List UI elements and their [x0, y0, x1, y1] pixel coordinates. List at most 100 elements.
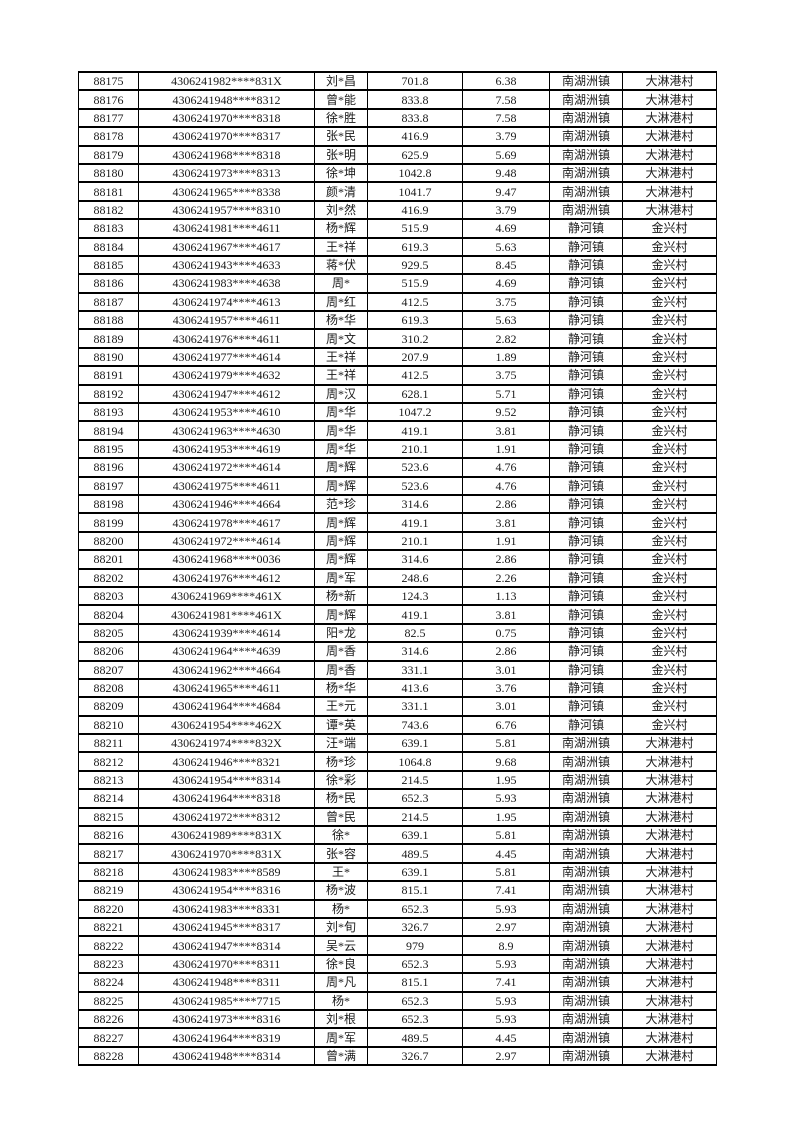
cell-town: 静河镇 [549, 512, 623, 533]
cell-amount: 412.5 [367, 365, 463, 386]
cell-area: 5.63 [462, 236, 550, 257]
cell-town: 静河镇 [549, 493, 623, 515]
cell-amount: 207.9 [367, 346, 463, 368]
cell-serial-no: 88204 [78, 604, 139, 625]
cell-serial-no: 88212 [78, 751, 139, 772]
cell-amount: 314.6 [367, 493, 463, 515]
table-row: 88207 4306241962****4664 周*香 331.1 3.01 静河镇 金兴… [78, 659, 717, 680]
cell-name-masked: 谭*英 [314, 714, 368, 736]
table-row: 88216 4306241989****831X 徐* 639.1 5.81 南湖洲镇 大淋… [78, 824, 717, 846]
cell-amount: 82.5 [367, 622, 463, 644]
cell-area: 2.86 [462, 641, 550, 662]
cell-village: 金兴村 [622, 457, 717, 478]
cell-id-number-masked: 4306241972****4614 [138, 530, 315, 552]
cell-area: 3.79 [462, 199, 550, 221]
cell-amount: 331.1 [367, 696, 463, 717]
cell-amount: 979 [367, 935, 463, 956]
cell-serial-no: 88179 [78, 144, 139, 165]
cell-name-masked: 曾*能 [314, 89, 368, 110]
cell-name-masked: 徐*胜 [314, 107, 368, 129]
cell-town: 静河镇 [549, 714, 623, 736]
cell-area: 3.79 [462, 126, 550, 147]
cell-serial-no: 88220 [78, 898, 139, 919]
table-row: 88197 4306241975****4611 周*辉 523.6 4.76 静河镇 金兴… [78, 475, 717, 497]
cell-town: 南湖洲镇 [549, 89, 623, 110]
table-row: 88224 4306241948****8311 周*凡 815.1 7.41 南湖洲镇大… [78, 972, 717, 993]
cell-amount: 1047.2 [367, 402, 463, 423]
cell-amount: 652.3 [367, 1008, 463, 1030]
table-row: 88192 4306241947****4612 周*汉 628.1 5.71 静河镇 金兴… [78, 383, 717, 405]
cell-serial-no: 88194 [78, 420, 139, 441]
cell-area: 2.86 [462, 493, 550, 515]
cell-amount: 412.5 [367, 291, 463, 313]
cell-name-masked: 周*辉 [314, 512, 368, 533]
cell-area: 7.58 [462, 107, 550, 129]
cell-name-masked: 周*华 [314, 438, 368, 460]
cell-town: 南湖洲镇 [549, 843, 623, 864]
table-row: 88179 4306241968****8318 张*明 625.9 5.69 南湖洲镇大… [78, 144, 717, 165]
cell-area: 1.91 [462, 530, 550, 552]
cell-area: 4.45 [462, 1027, 550, 1048]
cell-area: 8.45 [462, 254, 550, 276]
table-row: 88203 4306241969****461X 杨*新 124.3 1.13 静河镇 金兴… [78, 585, 717, 607]
table-row: 88182 4306241957****8310 刘*然 416.9 3.79 南湖洲镇大… [78, 199, 717, 221]
cell-area: 2.86 [462, 549, 550, 570]
cell-area: 3.81 [462, 604, 550, 625]
cell-id-number-masked: 4306241972****4614 [138, 457, 315, 478]
cell-id-number-masked: 4306241948****8311 [138, 972, 315, 993]
cell-area: 5.93 [462, 990, 550, 1011]
cell-town: 南湖洲镇 [549, 990, 623, 1011]
cell-village: 大淋港村 [622, 733, 717, 754]
cell-area: 6.38 [462, 70, 550, 92]
cell-town: 南湖洲镇 [549, 953, 623, 975]
cell-name-masked: 周*华 [314, 402, 368, 423]
table-body: 88175 4306241982****831X 刘*昌 701.8 6.38 南湖洲镇大… [78, 70, 717, 1067]
cell-town: 南湖洲镇 [549, 144, 623, 165]
cell-id-number-masked: 4306241976****4612 [138, 567, 315, 588]
cell-village: 金兴村 [622, 346, 717, 368]
cell-village: 金兴村 [622, 420, 717, 441]
table-row: 88226 4306241973****8316 刘*根 652.3 5.93 南湖洲镇大… [78, 1008, 717, 1030]
cell-area: 4.76 [462, 475, 550, 497]
cell-id-number-masked: 4306241978****4617 [138, 512, 315, 533]
cell-name-masked: 周*辉 [314, 457, 368, 478]
cell-serial-no: 88176 [78, 89, 139, 110]
cell-id-number-masked: 4306241970****831X [138, 843, 315, 864]
cell-id-number-masked: 4306241983****4638 [138, 273, 315, 294]
cell-name-masked: 张*民 [314, 126, 368, 147]
cell-village: 大淋港村 [622, 953, 717, 975]
cell-town: 静河镇 [549, 641, 623, 662]
table-row: 88217 4306241970****831X 张*容 489.5 4.45 南湖洲镇大… [78, 843, 717, 864]
cell-town: 静河镇 [549, 567, 623, 588]
cell-serial-no: 88216 [78, 824, 139, 846]
cell-village: 大淋港村 [622, 935, 717, 956]
cell-id-number-masked: 4306241948****8312 [138, 89, 315, 110]
cell-town: 南湖洲镇 [549, 972, 623, 993]
cell-id-number-masked: 4306241964****8318 [138, 788, 315, 809]
cell-town: 南湖洲镇 [549, 70, 623, 92]
cell-amount: 248.6 [367, 567, 463, 588]
cell-area: 6.76 [462, 714, 550, 736]
cell-amount: 214.5 [367, 806, 463, 828]
cell-village: 金兴村 [622, 254, 717, 276]
cell-amount: 326.7 [367, 916, 463, 938]
table-row: 88185 4306241943****4633 蒋*伏 929.5 8.45 静河镇 金兴… [78, 254, 717, 276]
cell-id-number-masked: 4306241974****4613 [138, 291, 315, 313]
cell-village: 金兴村 [622, 291, 717, 313]
cell-name-masked: 周*辉 [314, 549, 368, 570]
cell-village: 金兴村 [622, 622, 717, 644]
cell-area: 3.81 [462, 420, 550, 441]
cell-town: 静河镇 [549, 475, 623, 497]
table-row: 88200 4306241972****4614 周*辉 210.1 1.91 静河镇 金兴… [78, 530, 717, 552]
cell-town: 南湖洲镇 [549, 107, 623, 129]
table-row: 88195 4306241953****4619 周*华 210.1 1.91 静河镇 金兴… [78, 438, 717, 460]
cell-village: 金兴村 [622, 310, 717, 331]
cell-village: 金兴村 [622, 365, 717, 386]
cell-area: 7.41 [462, 972, 550, 993]
cell-id-number-masked: 4306241953****4610 [138, 402, 315, 423]
cell-amount: 326.7 [367, 1045, 463, 1067]
cell-id-number-masked: 4306241982****831X [138, 70, 315, 92]
cell-serial-no: 88222 [78, 935, 139, 956]
cell-id-number-masked: 4306241964****8319 [138, 1027, 315, 1048]
